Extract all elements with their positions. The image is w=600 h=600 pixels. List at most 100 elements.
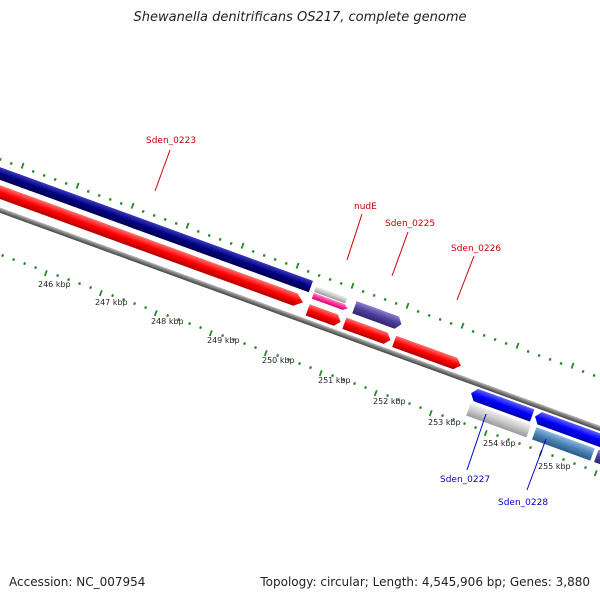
scale-label-249: 249 kbp [207, 336, 240, 345]
minor-tick [496, 434, 499, 438]
major-tick [185, 222, 190, 229]
minor-tick [221, 334, 225, 338]
minor-tick [108, 197, 112, 202]
gene-blue-arrow-2[interactable] [533, 410, 600, 449]
major-tick [428, 410, 433, 417]
major-tick [460, 322, 465, 329]
scale-label-250: 250 kbp [262, 356, 295, 365]
minor-tick [342, 378, 346, 382]
minor-tick [23, 262, 27, 266]
minor-tick [493, 337, 497, 342]
major-tick [570, 362, 575, 369]
minor-tick [34, 266, 38, 270]
major-tick [373, 390, 378, 397]
minor-tick [144, 306, 148, 310]
minor-tick [119, 201, 123, 206]
minor-tick [9, 161, 13, 166]
minor-tick [287, 358, 291, 362]
gene-sden-0227[interactable] [466, 403, 531, 438]
minor-tick [284, 261, 288, 266]
minor-tick [152, 213, 156, 218]
scale-label-246: 246 kbp [38, 280, 71, 289]
minor-tick [562, 458, 565, 462]
minor-tick [441, 414, 444, 418]
gene-label-sden-0226: Sden_0226 [451, 244, 501, 254]
gene-sden-0228[interactable] [532, 427, 595, 461]
minor-tick [526, 349, 530, 354]
scale-label-252: 252 kbp [373, 397, 406, 406]
gene-red-arrow-2[interactable] [342, 317, 392, 346]
minor-tick [518, 442, 521, 446]
minor-tick [229, 241, 233, 246]
minor-tick [383, 297, 387, 302]
minor-tick [188, 322, 192, 326]
scale-label-255: 255 kbp [538, 462, 571, 471]
major-tick [240, 242, 245, 249]
minor-tick [309, 366, 313, 370]
major-tick [350, 282, 355, 289]
minor-tick [298, 362, 302, 366]
minor-tick [251, 249, 255, 254]
minor-tick [419, 406, 422, 410]
minor-tick [353, 382, 357, 386]
minor-tick [372, 293, 376, 298]
gene-sden-0223-bar[interactable] [0, 133, 313, 293]
minor-tick [122, 298, 126, 302]
gene-label-sden-0223: Sden_0223 [146, 136, 196, 146]
minor-tick [548, 357, 552, 362]
gene-callouts [154, 149, 547, 491]
minor-tick [438, 317, 442, 322]
major-tick [483, 430, 488, 437]
major-tick [20, 162, 25, 169]
minor-tick [133, 302, 137, 306]
minor-tick [449, 321, 453, 326]
gene-label-sden-0228: Sden_0228 [498, 498, 548, 508]
gene-nude-pink[interactable] [311, 292, 349, 311]
gene-label-sden-0225: Sden_0225 [385, 219, 435, 229]
minor-tick [64, 181, 68, 186]
gene-navy-arrow[interactable] [0, 149, 305, 309]
minor-tick [0, 157, 2, 162]
outer-tick-ring [0, 157, 596, 378]
minor-tick [452, 418, 455, 422]
minor-tick [471, 329, 475, 334]
major-tick [515, 342, 520, 349]
minor-tick [56, 274, 60, 278]
minor-tick [207, 233, 211, 238]
minor-tick [386, 394, 390, 398]
major-tick [295, 262, 300, 269]
minor-tick [53, 177, 57, 182]
gene-sden-0226-arrow[interactable] [392, 335, 463, 372]
major-tick [98, 290, 103, 297]
major-tick [130, 202, 135, 209]
minor-tick [427, 313, 431, 318]
map-title: Shewanella denitrificans OS217, complete… [133, 10, 467, 25]
gene-nude-gray[interactable] [314, 286, 348, 304]
major-tick [405, 302, 410, 309]
minor-tick [551, 454, 554, 458]
minor-tick [218, 237, 222, 242]
minor-tick [504, 341, 508, 346]
gene-blue-arrow-1[interactable] [469, 387, 535, 422]
minor-tick [232, 338, 236, 342]
minor-tick [273, 257, 277, 262]
minor-tick [331, 374, 335, 378]
minor-tick [12, 258, 16, 262]
scale-label-253: 253 kbp [428, 418, 461, 427]
scale-label-248: 248 kbp [151, 317, 184, 326]
minor-tick [254, 346, 258, 350]
minor-tick [141, 209, 145, 214]
major-tick [43, 270, 48, 277]
gene-sden-0225-slate[interactable] [352, 301, 403, 330]
minor-tick [394, 301, 398, 306]
major-tick [208, 330, 213, 337]
minor-tick [537, 353, 541, 358]
gene-red-arrow-1[interactable] [305, 304, 343, 327]
minor-tick [243, 342, 247, 346]
minor-tick [573, 462, 576, 466]
major-tick [593, 470, 598, 477]
minor-tick [584, 466, 587, 470]
minor-tick [31, 169, 35, 174]
minor-tick [474, 426, 477, 430]
minor-tick [507, 438, 510, 442]
